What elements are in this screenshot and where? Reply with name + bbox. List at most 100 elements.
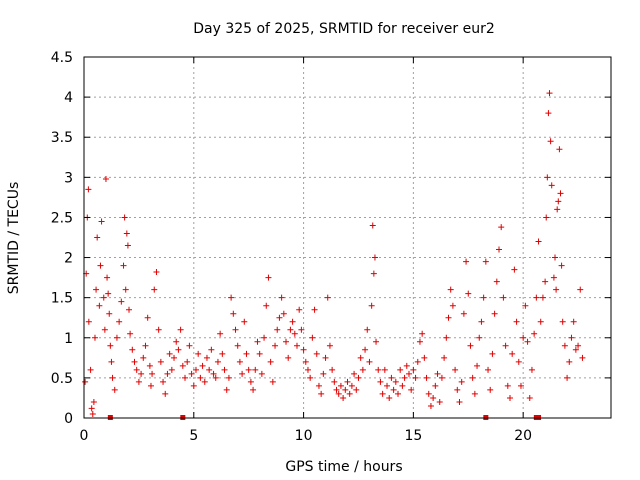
- data-point: [511, 266, 518, 273]
- data-point: [369, 222, 376, 229]
- y-tick-label: 3: [64, 170, 73, 186]
- data-point: [504, 382, 511, 389]
- data-point: [449, 302, 456, 309]
- data-point: [401, 374, 408, 381]
- data-point: [388, 374, 395, 381]
- data-point: [348, 382, 355, 389]
- data-point: [324, 294, 331, 301]
- data-point: [144, 314, 151, 321]
- data-point: [192, 366, 199, 373]
- data-point: [243, 350, 250, 357]
- data-point: [526, 394, 533, 401]
- data-point: [199, 362, 206, 369]
- data-point: [572, 346, 579, 353]
- data-point: [555, 198, 562, 205]
- data-point: [575, 342, 582, 349]
- y-tick-label: 0.5: [51, 371, 73, 387]
- data-point: [379, 390, 386, 397]
- data-point: [441, 354, 448, 361]
- data-point: [120, 262, 127, 269]
- data-point: [278, 294, 285, 301]
- data-point: [140, 354, 147, 361]
- data-point: [109, 374, 116, 381]
- data-point: [250, 386, 257, 393]
- x-tick-label: 0: [80, 428, 89, 444]
- data-point: [577, 286, 584, 293]
- data-point: [487, 386, 494, 393]
- data-point: [291, 330, 298, 337]
- data-point: [458, 378, 465, 385]
- data-point: [272, 342, 279, 349]
- data-point: [467, 342, 474, 349]
- data-point: [203, 354, 210, 361]
- data-point: [337, 382, 344, 389]
- data-point: [245, 366, 252, 373]
- data-point: [471, 390, 478, 397]
- data-point: [173, 338, 180, 345]
- data-point: [313, 350, 320, 357]
- y-tick-label: 2: [64, 251, 73, 267]
- data-point: [184, 358, 191, 365]
- data-point: [126, 306, 133, 313]
- data-point: [430, 394, 437, 401]
- data-point: [564, 374, 571, 381]
- data-point: [322, 354, 329, 361]
- data-point: [502, 342, 509, 349]
- plot-frame: [83, 56, 612, 419]
- data-point: [298, 326, 305, 333]
- data-point: [553, 286, 560, 293]
- data-point: [480, 294, 487, 301]
- data-point: [377, 378, 384, 385]
- data-point: [131, 358, 138, 365]
- data-point: [155, 326, 162, 333]
- data-point: [124, 242, 131, 249]
- data-point: [261, 334, 268, 341]
- data-point: [371, 254, 378, 261]
- data-point: [342, 386, 349, 393]
- data-point: [296, 306, 303, 313]
- data-point: [177, 326, 184, 333]
- data-point: [166, 350, 173, 357]
- data-point: [545, 110, 552, 117]
- data-point: [108, 358, 115, 365]
- data-point: [357, 354, 364, 361]
- data-point: [559, 318, 566, 325]
- data-point: [557, 190, 564, 197]
- data-point: [373, 338, 380, 345]
- data-point: [568, 334, 575, 341]
- data-point: [212, 374, 219, 381]
- data-point: [149, 370, 156, 377]
- data-point: [395, 390, 402, 397]
- data-point: [135, 378, 142, 385]
- data-point: [129, 346, 136, 353]
- data-point: [85, 318, 92, 325]
- data-point: [210, 370, 217, 377]
- data-point: [550, 274, 557, 281]
- data-point: [151, 286, 158, 293]
- data-point: [390, 386, 397, 393]
- data-point: [419, 330, 426, 337]
- data-point: [326, 342, 333, 349]
- data-point: [517, 382, 524, 389]
- data-point: [452, 366, 459, 373]
- data-point: [520, 334, 527, 341]
- data-point: [88, 405, 95, 412]
- data-point: [127, 330, 134, 337]
- data-point: [263, 302, 270, 309]
- data-point: [85, 186, 92, 193]
- data-point: [463, 258, 470, 265]
- data-point: [537, 318, 544, 325]
- data-point: [539, 294, 546, 301]
- data-point: [269, 378, 276, 385]
- data-point: [498, 224, 505, 231]
- data-point: [239, 370, 246, 377]
- data-point: [535, 238, 542, 245]
- data-point: [531, 330, 538, 337]
- data-point: [566, 358, 573, 365]
- data-point: [175, 346, 182, 353]
- data-point: [186, 342, 193, 349]
- data-point: [397, 366, 404, 373]
- data-point: [399, 382, 406, 389]
